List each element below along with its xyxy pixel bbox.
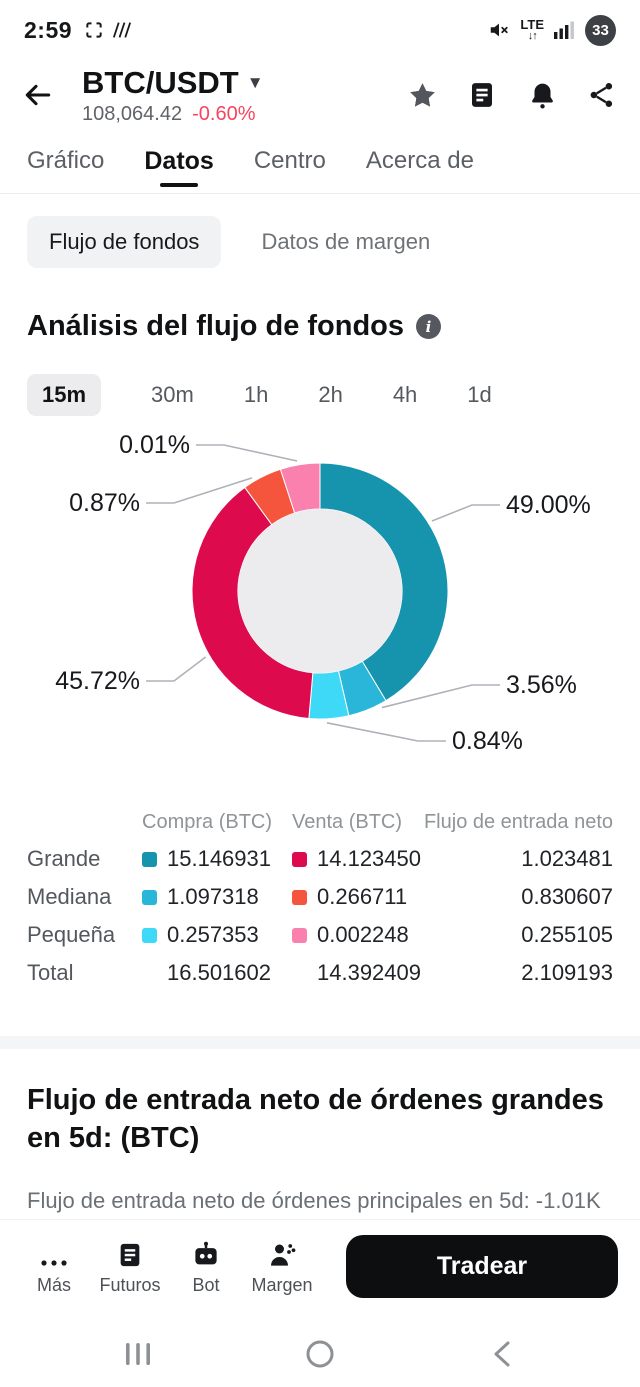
table-row-total: Total 16.501602 14.392409 2.109193 <box>27 960 613 985</box>
donut-leader-venta-mediana <box>146 477 253 504</box>
donut-leader-compra-mediana <box>381 684 500 709</box>
trade-button[interactable]: Tradear <box>346 1235 618 1298</box>
timeframe-1d[interactable]: 1d <box>467 382 492 407</box>
share-button[interactable] <box>586 79 618 111</box>
section-divider <box>0 1036 640 1049</box>
pair-selector[interactable]: BTC/USDT ▼ <box>82 65 264 101</box>
back-button[interactable] <box>22 72 68 118</box>
bot-icon <box>195 1241 217 1264</box>
tab-centro[interactable]: Centro <box>253 147 326 174</box>
table-row-pequena: Pequeña 0.257353 0.002248 0.255105 <box>27 922 613 947</box>
status-bar: 2:59 LTE ↓↑ 33 <box>0 0 640 50</box>
donut-label-compra-pequena: 0.84% <box>452 727 523 755</box>
margin-person-icon <box>271 1243 296 1266</box>
favorite-button[interactable] <box>406 79 438 111</box>
battery-indicator: 33 <box>585 14 616 46</box>
pair-header: BTC/USDT ▼ 108,064.42 -0.60% <box>0 50 640 136</box>
star-icon <box>409 82 435 107</box>
timeframe-1h[interactable]: 1h <box>243 382 269 407</box>
timeframe-selector: 15m 30m 1h 2h 4h 1d <box>27 373 640 417</box>
subtab-datos-de-margen[interactable]: Datos de margen <box>261 229 431 254</box>
clock: 2:59 <box>24 16 73 43</box>
last-price: 108,064.42 <box>82 102 183 125</box>
section-title-net-inflow: Flujo de entrada neto de órdenes grandes… <box>27 1084 604 1155</box>
table-row-grande: Grande 15.146931 14.123450 1.023481 <box>27 846 613 871</box>
signal-bars-icon <box>554 21 574 39</box>
donut-center <box>238 509 402 673</box>
net-inflow-summary: Flujo de entrada neto de órdenes princip… <box>27 1187 601 1213</box>
android-navbar <box>0 1321 640 1387</box>
swatch-venta-grande <box>292 851 307 867</box>
swatch-venta-mediana <box>292 889 307 905</box>
swatch-compra-mediana <box>142 889 157 905</box>
fund-flow-table: Compra (BTC) Venta (BTC) Flujo de entrad… <box>27 804 613 992</box>
updown-arrows-icon: ↓↑ <box>527 30 538 42</box>
pair-title: BTC/USDT <box>82 64 239 100</box>
donut-label-compra-grande: 49.00% <box>506 491 591 519</box>
alerts-button[interactable] <box>526 79 558 111</box>
price-change: -0.60% <box>192 102 256 125</box>
col-header-venta: Venta (BTC) <box>292 810 403 833</box>
timeframe-15m[interactable]: 15m <box>27 374 102 416</box>
donut-label-venta-mediana: 0.87% <box>69 489 140 517</box>
net-inflow-section: Flujo de entrada neto de órdenes grandes… <box>0 1049 640 1214</box>
recents-icon <box>126 1343 150 1365</box>
table-row-mediana: Mediana 1.097318 0.266711 0.830607 <box>27 884 613 909</box>
ledger-icon <box>472 83 492 107</box>
tab-acerca-de[interactable]: Acerca de <box>365 147 474 174</box>
more-dots-icon <box>41 1259 67 1266</box>
bottom-action-bar: Más Futuros Bot Margen Tradear <box>0 1219 640 1321</box>
donut-label-venta-pequena: 0.01% <box>119 431 190 459</box>
slashes-icon <box>113 22 132 38</box>
timeframe-4h[interactable]: 4h <box>392 382 418 407</box>
chevron-down-icon: ▼ <box>246 72 264 92</box>
timeframe-2h[interactable]: 2h <box>318 382 343 407</box>
more-button[interactable]: Más <box>16 1238 92 1296</box>
timeframe-30m[interactable]: 30m <box>151 382 194 407</box>
data-subtabs: Flujo de fondos Datos de margen <box>27 216 640 268</box>
futures-button[interactable]: Futuros <box>92 1238 168 1296</box>
donut-leader-compra-pequena <box>326 722 446 742</box>
donut-leader-venta-grande <box>146 656 207 682</box>
recents-button[interactable] <box>118 1334 158 1374</box>
home-button[interactable] <box>300 1334 340 1374</box>
tab-datos[interactable]: Datos <box>144 140 214 193</box>
bot-button[interactable]: Bot <box>168 1238 244 1296</box>
back-arrow-icon <box>25 84 51 106</box>
col-header-neto: Flujo de entrada neto <box>423 810 613 833</box>
swatch-compra-pequena <box>142 927 157 943</box>
alarm-bell-icon <box>531 83 553 109</box>
donut-leader-compra-grande <box>431 504 500 522</box>
tab-grafico[interactable]: Gráfico <box>27 147 105 174</box>
swatch-compra-grande <box>142 851 157 867</box>
futures-ledger-icon <box>120 1243 140 1266</box>
info-icon[interactable]: i <box>416 314 442 339</box>
back-chevron-icon <box>494 1341 510 1367</box>
fund-flow-donut-chart: 49.00% 3.56% 0.84% 45.72% 0.87% 0.01% <box>55 431 591 755</box>
col-header-compra: Compra (BTC) <box>142 810 273 833</box>
orders-button[interactable] <box>466 79 498 111</box>
back-nav-button[interactable] <box>482 1334 522 1374</box>
donut-leader-venta-pequena <box>196 444 298 462</box>
subtab-flujo-de-fondos[interactable]: Flujo de fondos <box>27 216 222 268</box>
share-icon <box>590 83 613 107</box>
home-icon <box>306 1340 334 1368</box>
screenshot-icon <box>86 22 102 38</box>
swatch-venta-pequena <box>292 927 307 943</box>
donut-label-venta-grande: 45.72% <box>55 667 140 695</box>
margin-button[interactable]: Margen <box>244 1238 320 1296</box>
section-title-fund-flow: Análisis del flujo de fondos <box>27 310 405 342</box>
network-indicator: LTE ↓↑ <box>520 17 544 42</box>
mute-icon <box>491 23 509 37</box>
donut-label-compra-mediana: 3.56% <box>506 671 577 699</box>
page-tabs: Gráfico Datos Centro Acerca de <box>0 136 640 194</box>
